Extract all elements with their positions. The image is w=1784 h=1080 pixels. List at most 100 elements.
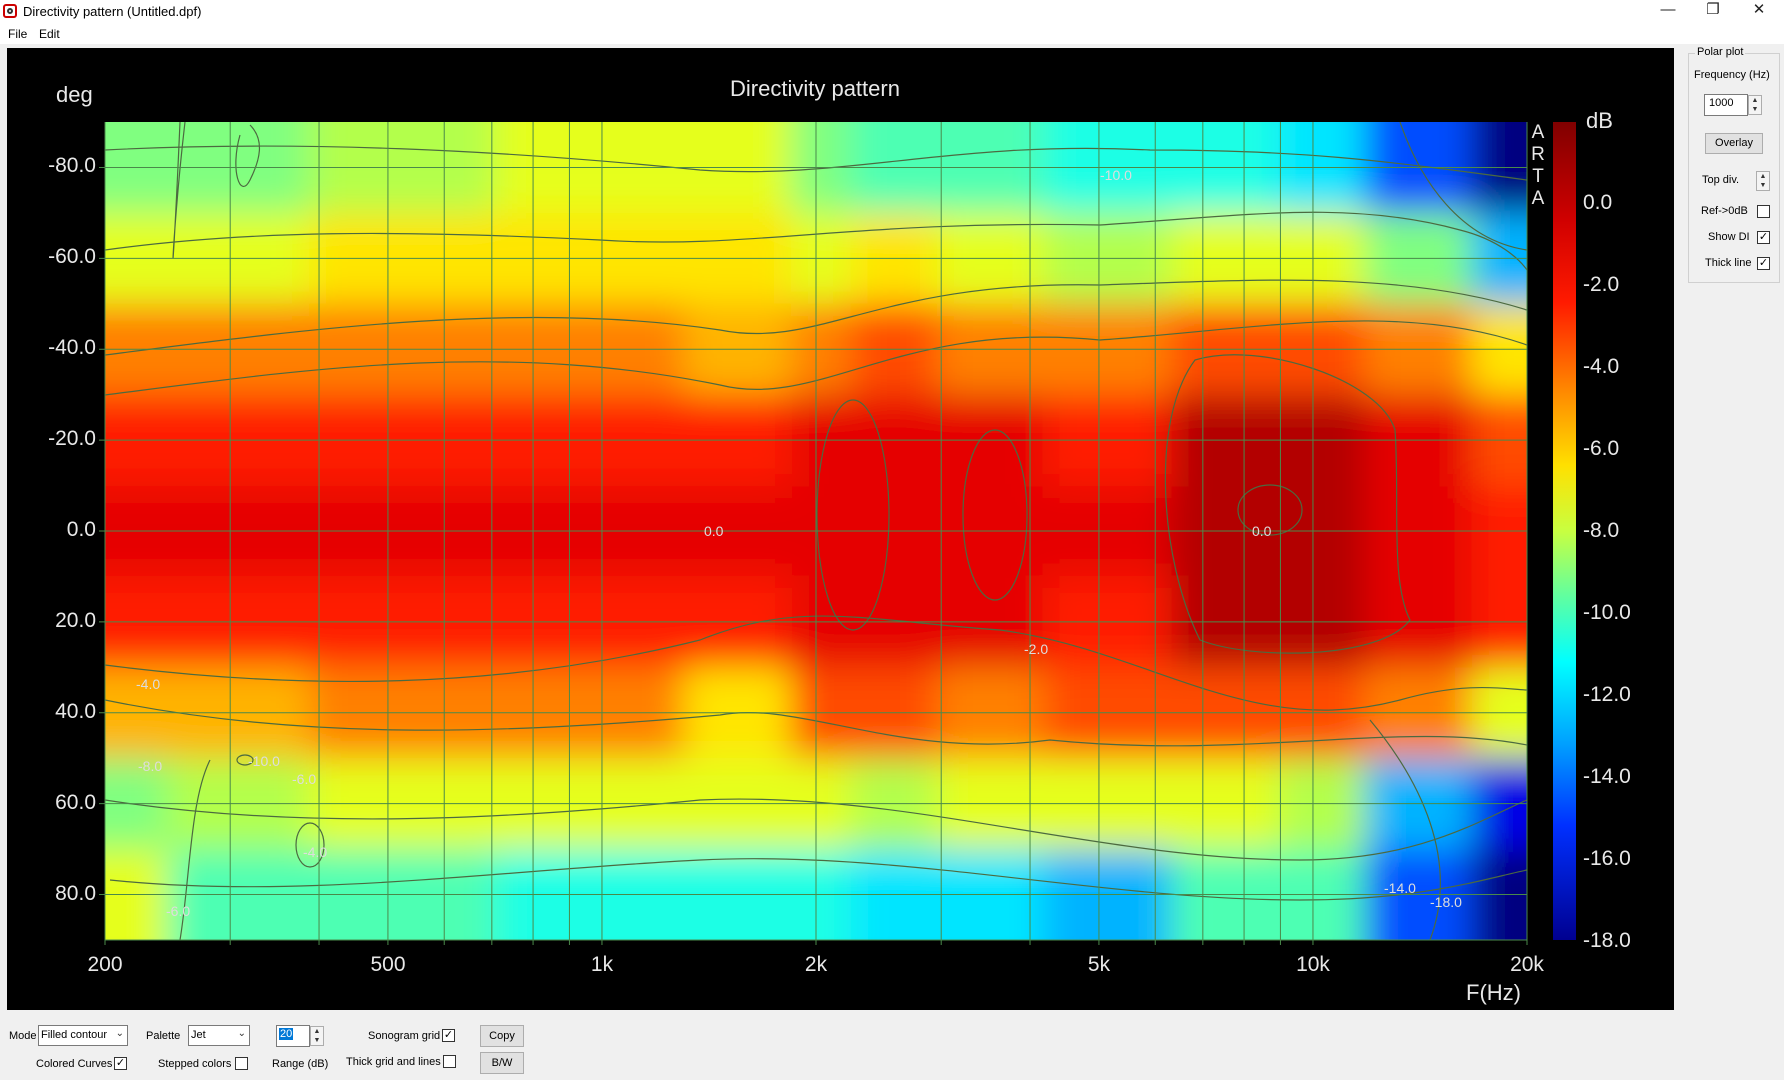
x-tick-label: 1k: [590, 953, 614, 976]
y-tick-label: -20.0: [48, 427, 96, 450]
colorbar-tick-label: -18.0: [1583, 929, 1631, 952]
palette-label: Palette: [146, 1030, 181, 1042]
colored-curves-label: Colored Curves: [36, 1058, 113, 1070]
y-tick-label: 80.0: [55, 882, 96, 905]
menu-bar: File Edit: [0, 24, 1784, 44]
sonogram-grid-label: Sonogram grid: [368, 1030, 441, 1042]
heatmap-cell: [1171, 849, 1279, 940]
colorbar-tick-label: -8.0: [1583, 519, 1620, 542]
colored-curves-checkbox[interactable]: ✓: [114, 1057, 127, 1070]
y-tick-label: -60.0: [48, 245, 96, 268]
thick-grid-label: Thick grid and lines: [346, 1056, 441, 1068]
y-axis-unit: deg: [56, 82, 93, 107]
bw-button[interactable]: B/W: [480, 1052, 524, 1074]
watermark-letter: R: [1531, 144, 1545, 165]
copy-button[interactable]: Copy: [480, 1025, 524, 1047]
colorbar-tick-label: -14.0: [1583, 765, 1631, 788]
menu-file[interactable]: File: [8, 27, 28, 41]
x-tick-label: 5k: [1087, 953, 1111, 976]
contour-label: -10.0: [248, 753, 280, 769]
title-bar: Directivity pattern (Untitled.dpf) — ❐ ✕: [0, 0, 1784, 24]
arta-watermark: A R T A: [1531, 122, 1545, 210]
colorbar-tick-label: -10.0: [1583, 601, 1631, 624]
app-icon: [3, 4, 17, 18]
thick-grid-checkbox[interactable]: [443, 1055, 456, 1068]
chevron-down-icon: ⌄: [237, 1028, 246, 1039]
contour-labels: 0.0 0.0 -2.0 -4.0 -8.0 -10.0 -6.0 -4.0 -…: [136, 167, 1462, 919]
ref-0db-checkbox[interactable]: [1757, 205, 1770, 218]
y-tick-label: 60.0: [55, 791, 96, 814]
colorbar-tick-label: -12.0: [1583, 683, 1631, 706]
range-value: 20: [279, 1028, 294, 1040]
mode-value: Filled contour: [41, 1029, 108, 1041]
window-title: Directivity pattern (Untitled.dpf): [23, 4, 202, 19]
colorbar-tick-label: -6.0: [1583, 437, 1620, 460]
contour-label: -2.0: [1024, 641, 1048, 657]
colorbar-tick-label: 0.0: [1583, 191, 1613, 214]
y-tick-label: 20.0: [55, 609, 96, 632]
y-tick-label: -40.0: [48, 336, 96, 359]
colorbar: [1553, 122, 1576, 940]
contour-label: 0.0: [704, 523, 724, 539]
contour-label: 0.0: [1252, 523, 1272, 539]
top-div-label: Top div.: [1702, 174, 1740, 186]
contour-label: -6.0: [292, 771, 316, 787]
mode-label: Mode: [9, 1030, 37, 1042]
sonogram-grid-checkbox[interactable]: ✓: [442, 1029, 455, 1042]
mode-select[interactable]: Filled contour ⌄: [38, 1025, 128, 1046]
y-tick-label: 0.0: [66, 518, 96, 541]
contour-label: -10.0: [1100, 167, 1132, 183]
range-stepper[interactable]: ▲ ▼: [310, 1026, 324, 1046]
overlay-button[interactable]: Overlay: [1705, 133, 1763, 154]
x-tick-label: 200: [87, 953, 123, 976]
polar-plot-group: [1688, 53, 1780, 283]
contour-label: -4.0: [303, 844, 327, 860]
palette-value: Jet: [191, 1029, 206, 1041]
contour-label: -8.0: [138, 758, 162, 774]
colorbar-tick-label: -16.0: [1583, 847, 1631, 870]
chevron-down-icon: ⌄: [115, 1028, 124, 1039]
x-axis-unit: F(Hz): [1466, 980, 1521, 1005]
frequency-label: Frequency (Hz): [1694, 69, 1770, 81]
contour-label: -4.0: [136, 676, 160, 692]
maximize-button[interactable]: ❐: [1706, 1, 1720, 18]
show-di-label: Show DI: [1708, 231, 1750, 243]
contour-label: -6.0: [166, 903, 190, 919]
close-button[interactable]: ✕: [1752, 1, 1766, 18]
ref-0db-label: Ref->0dB: [1701, 205, 1748, 217]
heatmap-cell: [936, 849, 1044, 940]
x-tick-label: 10k: [1296, 953, 1330, 976]
grid-lines: [99, 122, 1528, 945]
watermark-letter: A: [1531, 122, 1545, 143]
menu-edit[interactable]: Edit: [39, 27, 60, 41]
top-div-stepper[interactable]: ▲ ▼: [1756, 171, 1770, 191]
x-tick-label: 2k: [804, 953, 828, 976]
colorbar-unit: dB: [1586, 108, 1613, 133]
chart-title: Directivity pattern: [730, 76, 900, 101]
range-label: Range (dB): [272, 1058, 329, 1070]
stepped-colors-checkbox[interactable]: [235, 1057, 248, 1070]
range-input[interactable]: 20: [276, 1025, 310, 1047]
colorbar-tick-label: -2.0: [1583, 273, 1620, 296]
colorbar-tick-label: -4.0: [1583, 355, 1620, 378]
thick-line-checkbox[interactable]: ✓: [1757, 257, 1770, 270]
contour-label: -18.0: [1430, 894, 1462, 910]
y-tick-label: -80.0: [48, 154, 96, 177]
y-tick-label: 40.0: [55, 700, 96, 723]
x-tick-label: 500: [370, 953, 406, 976]
heatmap-cell: [1364, 849, 1472, 940]
contour-lines: [105, 122, 1527, 940]
x-tick-label: 20k: [1510, 953, 1544, 976]
frequency-input[interactable]: 1000: [1704, 94, 1748, 116]
polar-plot-panel: Polar plot Frequency (Hz) 1000 ▲ ▼ Overla…: [1688, 44, 1784, 284]
watermark-letter: T: [1532, 166, 1544, 187]
polar-plot-title: Polar plot: [1695, 46, 1746, 58]
thick-line-label: Thick line: [1705, 257, 1752, 269]
minimize-button[interactable]: —: [1660, 1, 1676, 18]
watermark-letter: A: [1531, 188, 1545, 209]
frequency-stepper[interactable]: ▲ ▼: [1748, 95, 1762, 115]
show-di-checkbox[interactable]: ✓: [1757, 231, 1770, 244]
palette-select[interactable]: Jet ⌄: [188, 1025, 250, 1046]
contour-label: -14.0: [1384, 880, 1416, 896]
